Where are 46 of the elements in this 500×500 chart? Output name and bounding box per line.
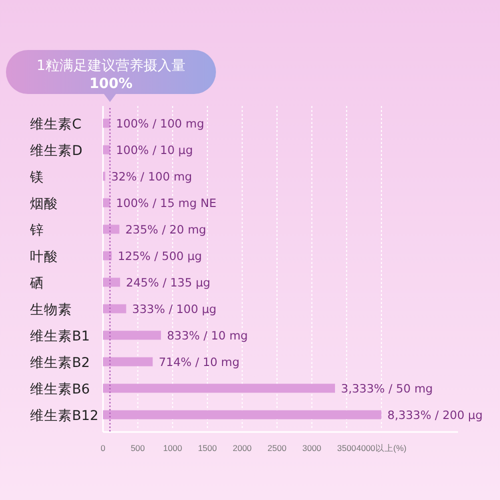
ref-line-label: 1粒满足建议营养摄入量 100% <box>36 58 186 92</box>
x-tick-label: 1000 <box>163 443 182 453</box>
x-tick-label: 2500 <box>268 443 287 453</box>
data-label: 32% / 100 mg <box>111 169 192 184</box>
data-label: 235% / 20 mg <box>125 222 206 236</box>
x-tick-label: 3500 <box>337 443 356 453</box>
bar <box>103 410 382 420</box>
y-tick-label: 维生素B6 <box>30 381 90 398</box>
y-tick-label: 硒 <box>29 275 44 292</box>
x-tick-label: 500 <box>130 443 146 453</box>
x-tick-label: 2000 <box>232 443 252 453</box>
y-tick-label: 生物素 <box>30 302 72 318</box>
data-label: 245% / 135 μg <box>126 275 210 290</box>
data-label: 125% / 500 μg <box>118 248 202 263</box>
data-label: 100% / 100 mg <box>116 116 204 130</box>
bar <box>103 145 110 154</box>
x-tick-label: 0 <box>100 443 106 453</box>
bar <box>103 278 120 287</box>
data-label: 714% / 10 mg <box>158 354 240 369</box>
y-tick-label: 烟酸 <box>30 196 58 212</box>
y-tick-label: 维生素B12 <box>30 408 98 424</box>
x-tick-label: 4000以上(%) <box>356 443 407 453</box>
bar <box>103 330 161 340</box>
data-label: 833% / 10 mg <box>166 328 248 342</box>
data-label: 333% / 100 μg <box>132 302 216 316</box>
data-label: 100% / 15 mg NE <box>116 196 216 210</box>
y-tick-label: 维生素C <box>30 116 82 132</box>
y-tick-label: 维生素B2 <box>30 354 90 371</box>
y-tick-label: 叶酸 <box>30 248 58 265</box>
data-label: 100% / 10 μg <box>116 142 193 157</box>
y-tick-label: 镁 <box>29 169 44 186</box>
bar <box>103 224 120 234</box>
callout: 1粒满足建议营养摄入量 100% <box>6 50 216 102</box>
bar <box>103 251 112 260</box>
x-tick-label: 3000 <box>302 443 322 453</box>
y-tick-label: 维生素D <box>30 142 82 159</box>
bar <box>103 304 126 314</box>
bar <box>103 384 336 393</box>
y-tick-label: 锌 <box>29 222 44 238</box>
data-label: 3,333% / 50 mg <box>341 381 433 396</box>
bar <box>103 118 110 128</box>
y-tick-label: 维生素B1 <box>30 328 90 344</box>
bar <box>103 357 153 366</box>
x-tick-label: 1500 <box>198 443 218 453</box>
bar <box>103 198 110 208</box>
annotation: 8,333% / 200 μg <box>387 408 483 422</box>
